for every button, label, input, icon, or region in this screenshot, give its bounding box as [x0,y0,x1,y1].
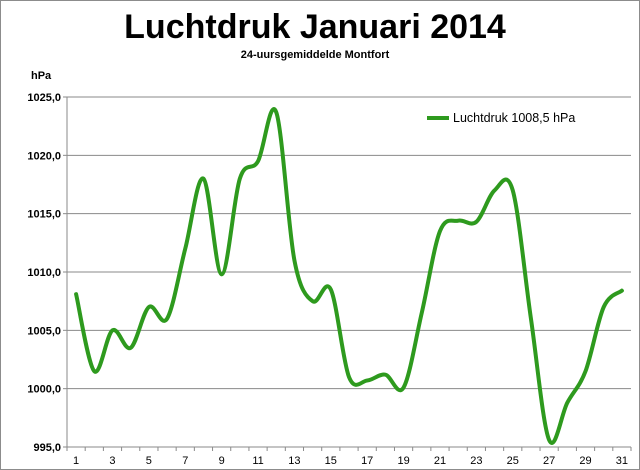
data-point [329,288,332,291]
series-lines [74,107,624,445]
axes [63,96,632,451]
x-tick-label: 3 [109,455,115,467]
chart-subtitle: 24-uursgemiddelde Montfort [241,49,390,61]
data-point [402,386,405,389]
legend: Luchtdruk 1008,5 hPa [427,111,575,125]
data-point [166,317,169,320]
data-point [420,311,423,314]
data-point [111,329,114,332]
x-tick-label: 21 [434,455,446,467]
x-tick-labels: 1 3 5 7 9 11 13 15 17 19 21 23 25 27 29 31 [73,455,628,467]
x-tick-label: 15 [325,455,337,467]
x-tick-label: 25 [507,455,519,467]
series-line [74,107,624,445]
y-axis-label: hPa [31,70,52,82]
x-tick-label: 5 [146,455,152,467]
data-point [129,346,132,349]
data-point [620,289,623,292]
legend-label: Luchtdruk 1008,5 hPa [453,111,575,125]
x-tick-label: 7 [182,455,188,467]
x-tick-label: 31 [616,455,628,467]
data-point [93,370,96,373]
x-tick-label: 29 [579,455,591,467]
data-point [493,189,496,192]
x-tick-label: 27 [543,455,555,467]
data-point [202,177,205,180]
data-point [238,177,241,180]
y-tick-label: 1005,0 [27,325,61,337]
data-point [511,189,514,192]
y-tick-label: 995,0 [33,442,61,454]
data-point [184,247,187,250]
data-point [257,160,260,163]
x-tick-label: 23 [470,455,482,467]
data-point [275,111,278,114]
y-tick-label: 1025,0 [27,92,61,104]
data-point [75,293,78,296]
x-tick-label: 19 [397,455,409,467]
x-tick-label: 11 [252,455,263,467]
data-point [566,401,569,404]
data-point [220,273,223,276]
data-point [529,317,532,320]
data-point [348,376,351,379]
data-point [602,306,605,309]
data-point [548,439,551,442]
data-point [475,220,478,223]
y-tick-label: 1015,0 [27,209,61,221]
data-point [147,306,150,309]
data-point [311,300,314,303]
data-point [584,370,587,373]
x-tick-label: 17 [361,455,373,467]
x-tick-label: 1 [73,455,79,467]
data-point [457,219,460,222]
data-point [438,230,441,233]
y-tick-label: 1010,0 [27,267,61,279]
gridlines [67,96,631,448]
y-tick-label: 1020,0 [27,150,61,162]
x-tick-label: 9 [219,455,225,467]
chart-title: Luchtdruk Januari 2014 [124,8,506,46]
data-point [366,379,369,382]
x-tick-label: 13 [288,455,300,467]
data-point [384,373,387,376]
y-tick-label: 1000,0 [27,384,61,396]
y-tick-labels: 995,0 1000,0 1005,0 1010,0 1015,0 1020,0 1025,… [27,92,61,454]
data-point [293,259,296,262]
